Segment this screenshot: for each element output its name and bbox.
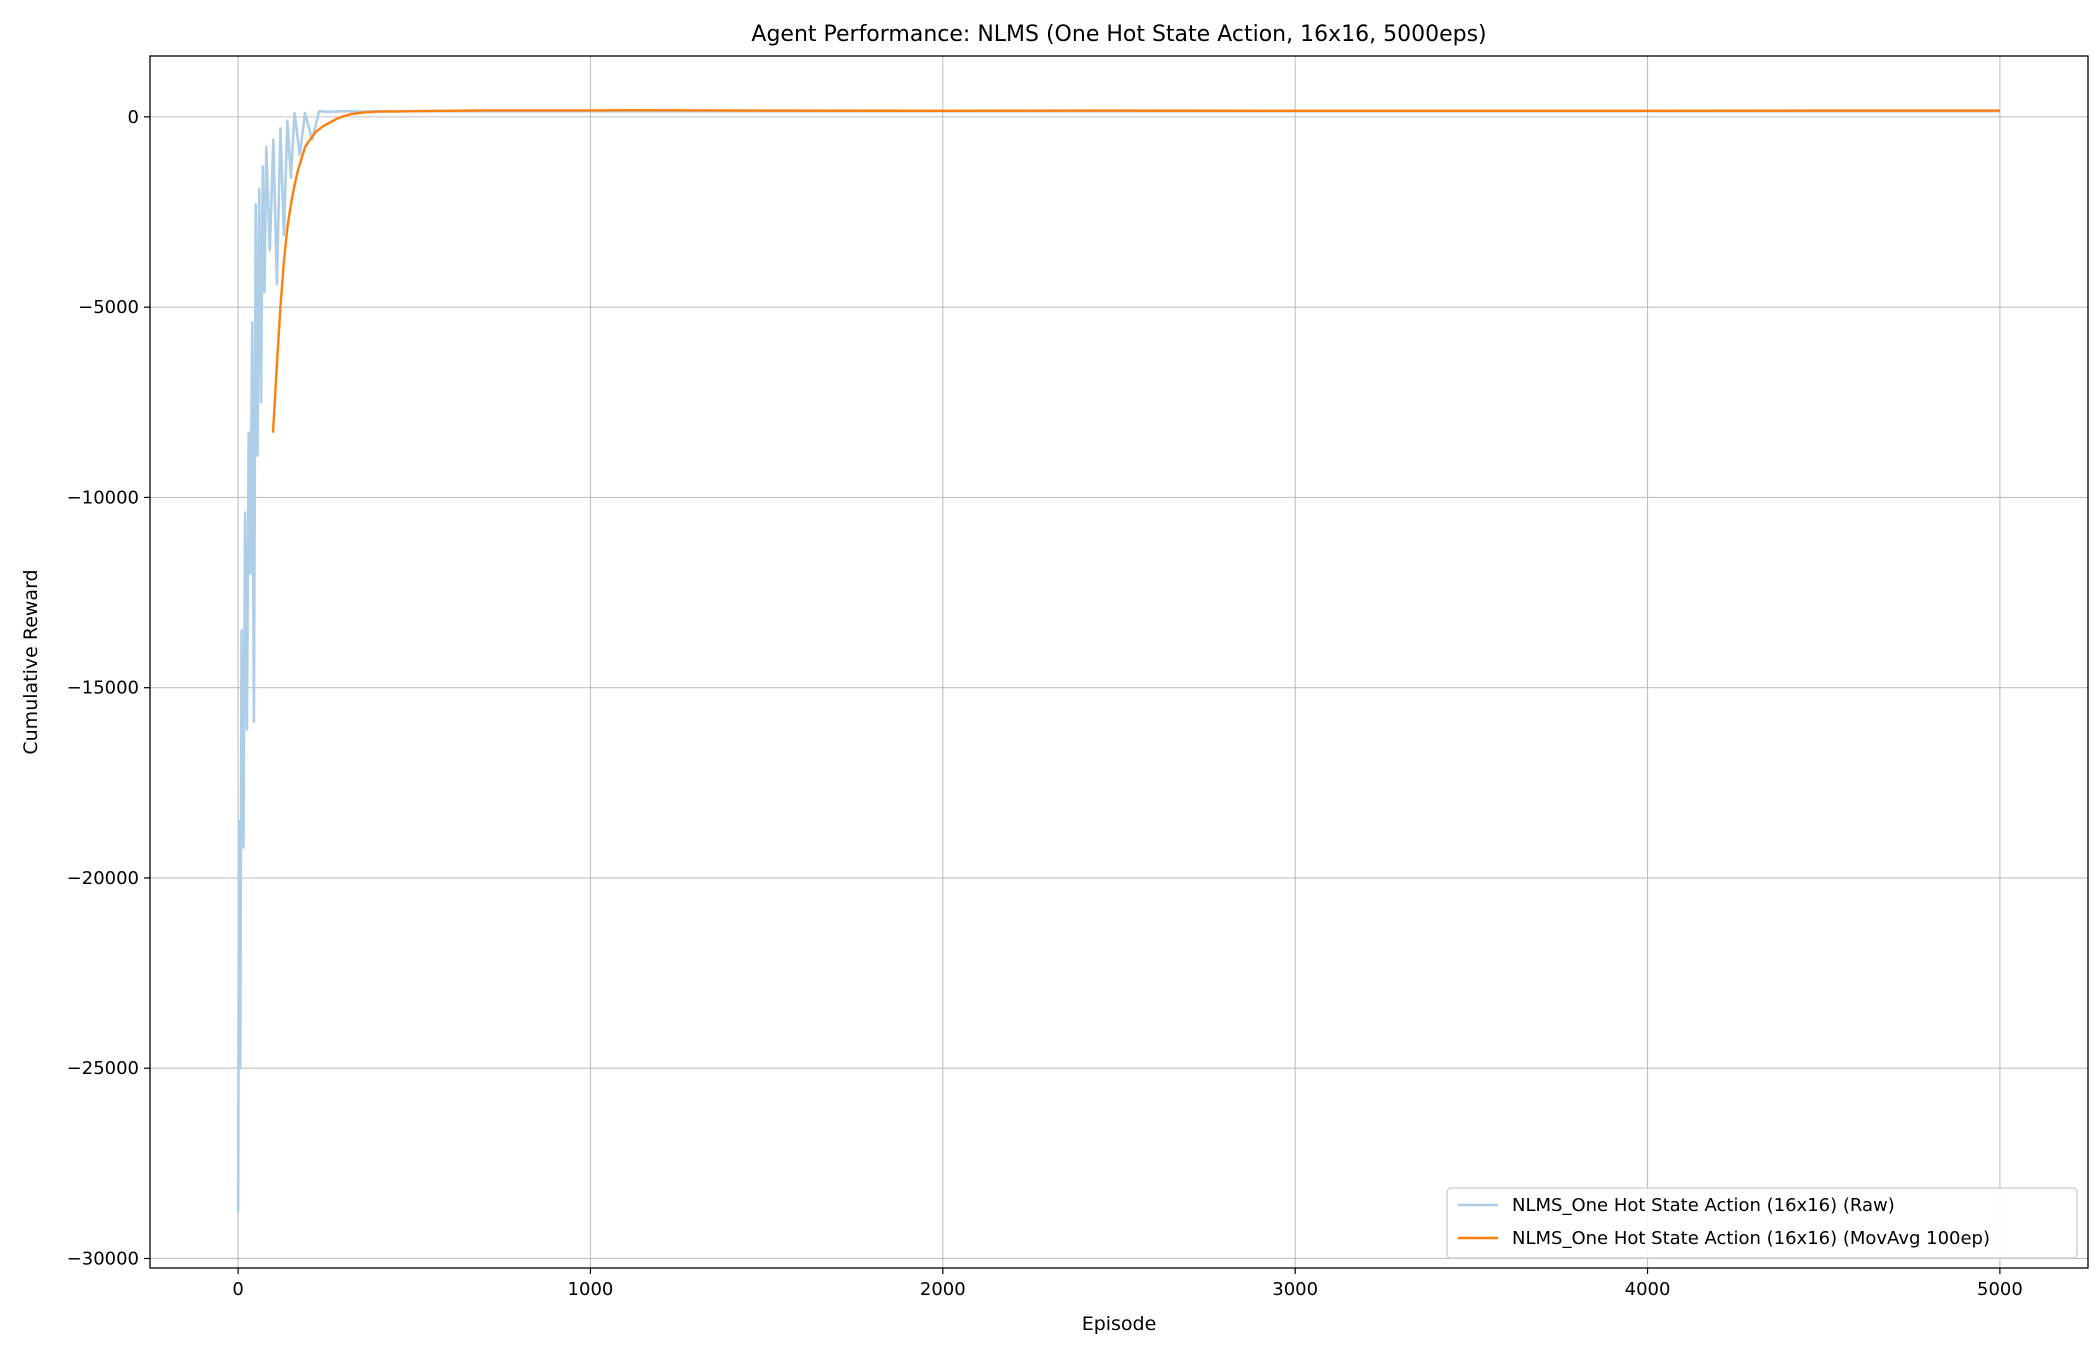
x-tick-label: 0 bbox=[232, 1279, 243, 1300]
x-tick-label: 3000 bbox=[1272, 1279, 1318, 1300]
plot-area-frame bbox=[149, 55, 2089, 1269]
y-tick-label: 0 bbox=[128, 107, 139, 128]
x-axis-label: Episode bbox=[1082, 1313, 1157, 1335]
x-tick-label: 5000 bbox=[1977, 1279, 2023, 1300]
moving-average-line bbox=[271, 108, 2000, 433]
y-tick-label: −10000 bbox=[67, 487, 139, 508]
y-axis-label: Cumulative Reward bbox=[20, 569, 42, 754]
grid-lines bbox=[150, 56, 2088, 1268]
y-tick-label: −25000 bbox=[67, 1058, 139, 1079]
y-tick-label: −5000 bbox=[78, 297, 139, 318]
y-tick-label: −30000 bbox=[67, 1248, 139, 1269]
legend-label-movavg: NLMS_One Hot State Action (16x16) (MovAv… bbox=[1512, 1228, 1990, 1249]
legend-box bbox=[1446, 1187, 2078, 1259]
x-tick-label: 4000 bbox=[1625, 1279, 1671, 1300]
y-tick-label: −15000 bbox=[67, 678, 139, 699]
y-tick-label: −20000 bbox=[67, 868, 139, 889]
legend-label-raw: NLMS_One Hot State Action (16x16) (Raw) bbox=[1512, 1195, 1895, 1216]
legend: NLMS_One Hot State Action (16x16) (Raw) … bbox=[1446, 1187, 2078, 1259]
chart-title: Agent Performance: NLMS (One Hot State A… bbox=[751, 22, 1486, 47]
x-tick-label: 2000 bbox=[920, 1279, 966, 1300]
x-tick-label: 1000 bbox=[568, 1279, 614, 1300]
axes: 0 1000 2000 3000 4000 5000 −30000 −25000 −20000 −… bbox=[67, 107, 2023, 1300]
series-layer bbox=[236, 108, 2000, 1213]
